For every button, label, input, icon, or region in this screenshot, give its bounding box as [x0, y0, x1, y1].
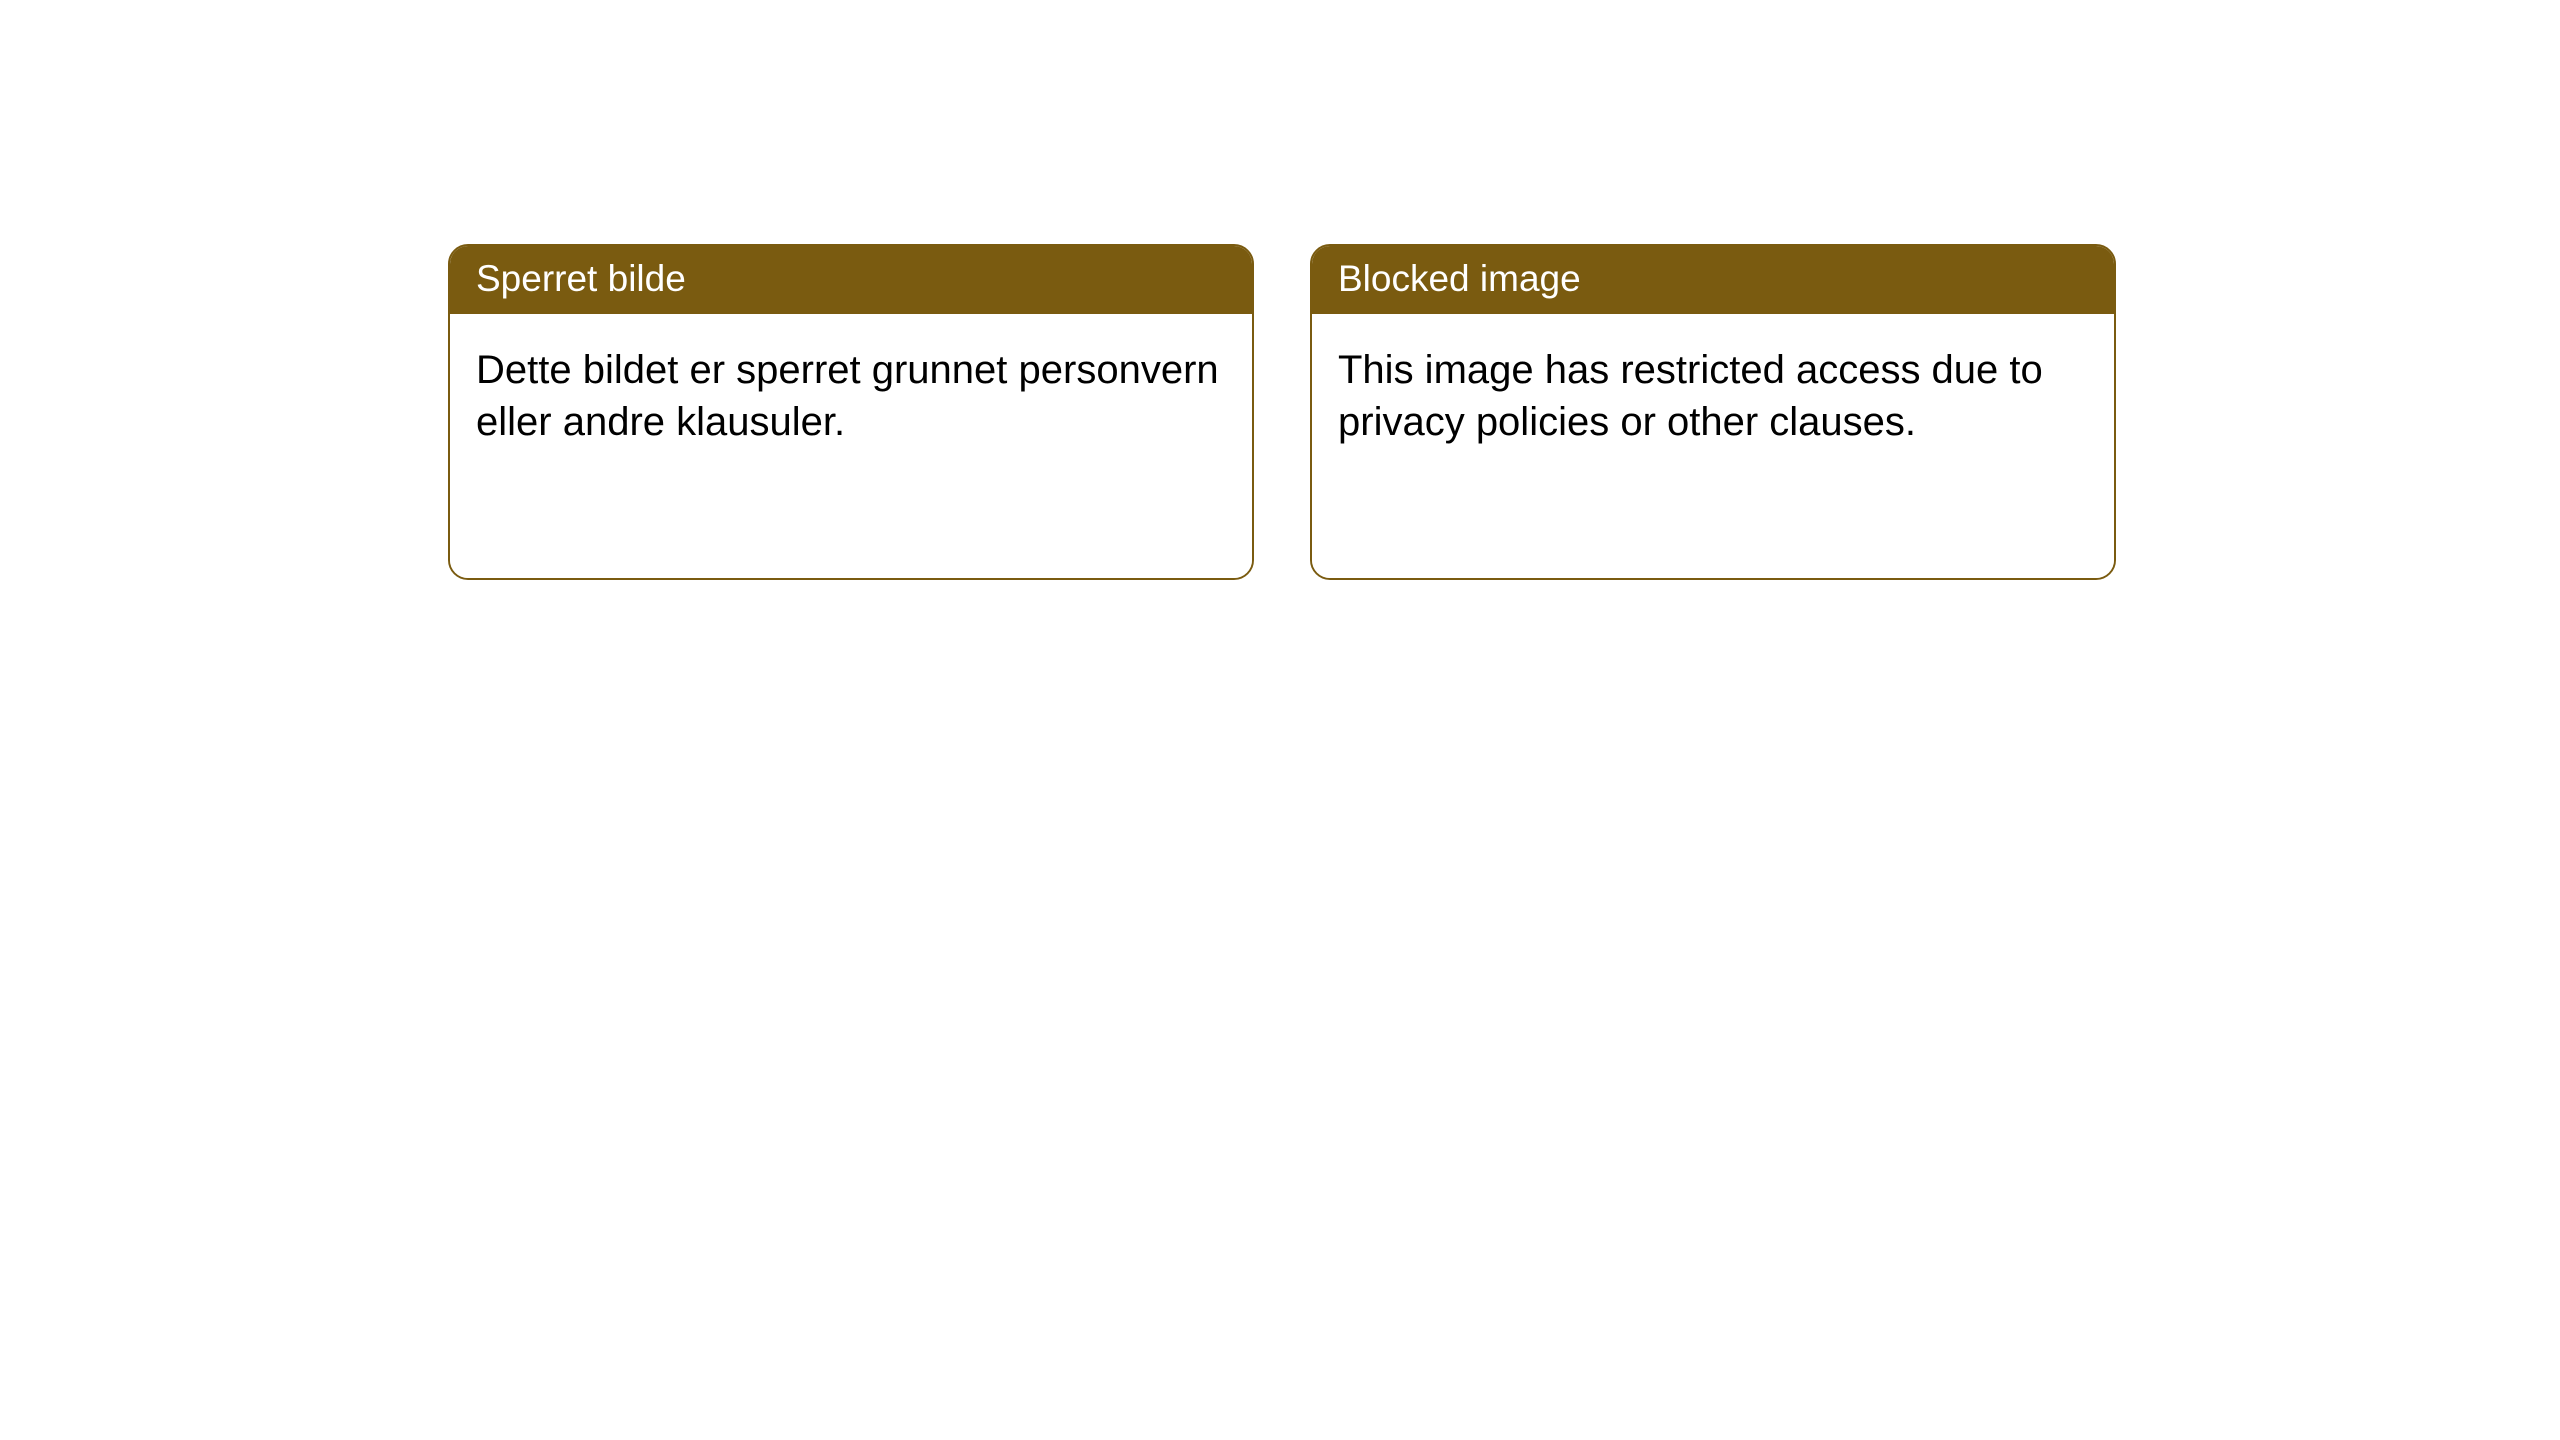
- notice-box-english: Blocked image This image has restricted …: [1310, 244, 2116, 580]
- notice-box-norwegian: Sperret bilde Dette bildet er sperret gr…: [448, 244, 1254, 580]
- notice-title: Sperret bilde: [450, 246, 1252, 314]
- notice-container: Sperret bilde Dette bildet er sperret gr…: [0, 0, 2560, 580]
- notice-message: This image has restricted access due to …: [1312, 314, 2114, 578]
- notice-title: Blocked image: [1312, 246, 2114, 314]
- notice-message: Dette bildet er sperret grunnet personve…: [450, 314, 1252, 578]
